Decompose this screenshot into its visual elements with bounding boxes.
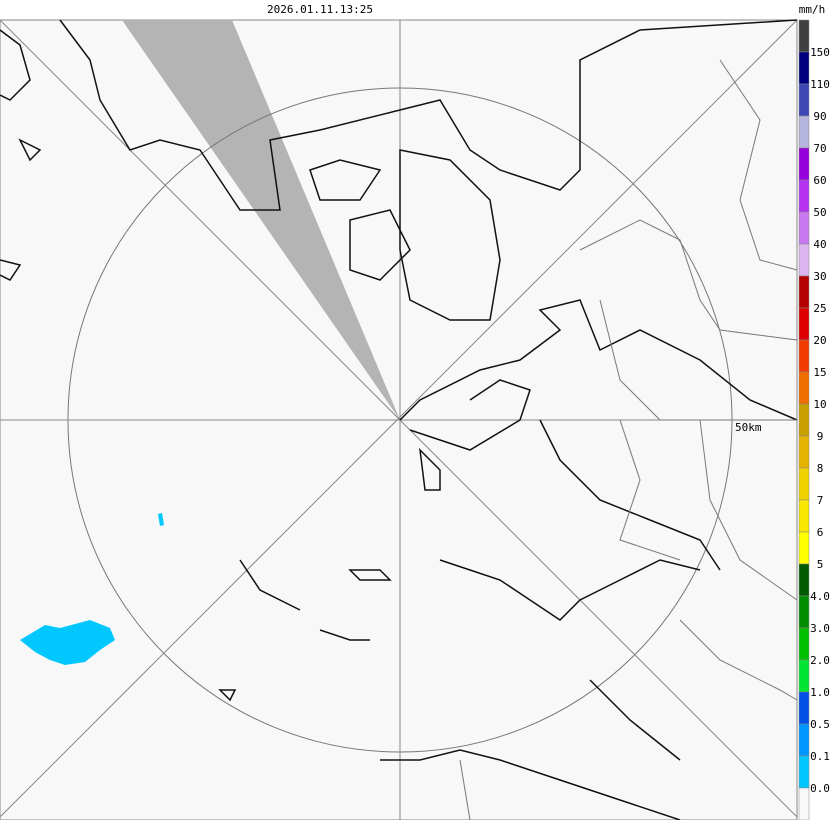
legend-swatch xyxy=(798,563,810,597)
axis-line xyxy=(0,19,798,818)
legend-swatch xyxy=(798,723,810,757)
legend-swatch xyxy=(798,403,810,437)
legend-swatch xyxy=(798,115,810,149)
boundaries xyxy=(459,59,798,821)
legend-label: 0.1 xyxy=(810,750,830,763)
legend-label: 60 xyxy=(813,174,826,187)
legend-swatch xyxy=(798,307,810,341)
legend-swatch xyxy=(798,179,810,213)
legend-label: 1.0 xyxy=(810,686,830,699)
legend: 150 110 90 70 60 50 40 30 25 20 15 10 9 8 7 6 5 4.0 3.0 2.0… xyxy=(798,19,830,821)
legend-swatch xyxy=(798,339,810,373)
legend-label: 110 xyxy=(810,78,830,91)
legend-label: 7 xyxy=(817,494,824,507)
legend-label: 0.5 xyxy=(810,718,830,731)
legend-swatch xyxy=(798,83,810,117)
precipitation-echo xyxy=(20,620,115,665)
legend-swatch xyxy=(798,243,810,277)
legend-swatch xyxy=(798,531,810,565)
legend-swatch xyxy=(798,499,810,533)
legend-label: 10 xyxy=(813,398,826,411)
legend-label: 90 xyxy=(813,110,826,123)
legend-label: 25 xyxy=(813,302,826,315)
map: 50km xyxy=(0,19,798,821)
legend-label: 30 xyxy=(813,270,826,283)
blocked-sector xyxy=(122,20,400,420)
legend-label: 50 xyxy=(813,206,826,219)
legend-label: 40 xyxy=(813,238,826,251)
legend-label: 2.0 xyxy=(810,654,830,667)
legend-swatch xyxy=(798,371,810,405)
legend-label: 6 xyxy=(817,526,824,539)
timestamp: 2026.01.11.13:25 xyxy=(267,3,373,16)
legend-swatch xyxy=(798,659,810,693)
legend-label: 15 xyxy=(813,366,826,379)
legend-label: 70 xyxy=(813,142,826,155)
legend-label: 5 xyxy=(817,558,824,571)
legend-swatch xyxy=(798,595,810,629)
legend-swatch xyxy=(798,275,810,309)
legend-swatch xyxy=(798,755,810,789)
legend-label: 9 xyxy=(817,430,824,443)
coastlines xyxy=(0,19,798,821)
range-label: 50km xyxy=(735,421,762,434)
legend-swatch xyxy=(798,211,810,245)
unit-label: mm/h xyxy=(799,3,826,16)
precipitation-echo xyxy=(158,513,164,526)
legend-label: 0.0 xyxy=(810,782,830,795)
legend-label: 4.0 xyxy=(810,590,830,603)
legend-swatch xyxy=(798,627,810,661)
legend-swatch xyxy=(798,51,810,85)
legend-swatch xyxy=(798,691,810,725)
legend-swatch xyxy=(798,147,810,181)
legend-label: 8 xyxy=(817,462,824,475)
legend-label: 3.0 xyxy=(810,622,830,635)
legend-swatch xyxy=(798,19,810,53)
legend-label: 150 xyxy=(810,46,830,59)
legend-swatch xyxy=(798,435,810,469)
legend-label: 20 xyxy=(813,334,826,347)
legend-swatch xyxy=(798,787,810,821)
legend-swatch xyxy=(798,467,810,501)
